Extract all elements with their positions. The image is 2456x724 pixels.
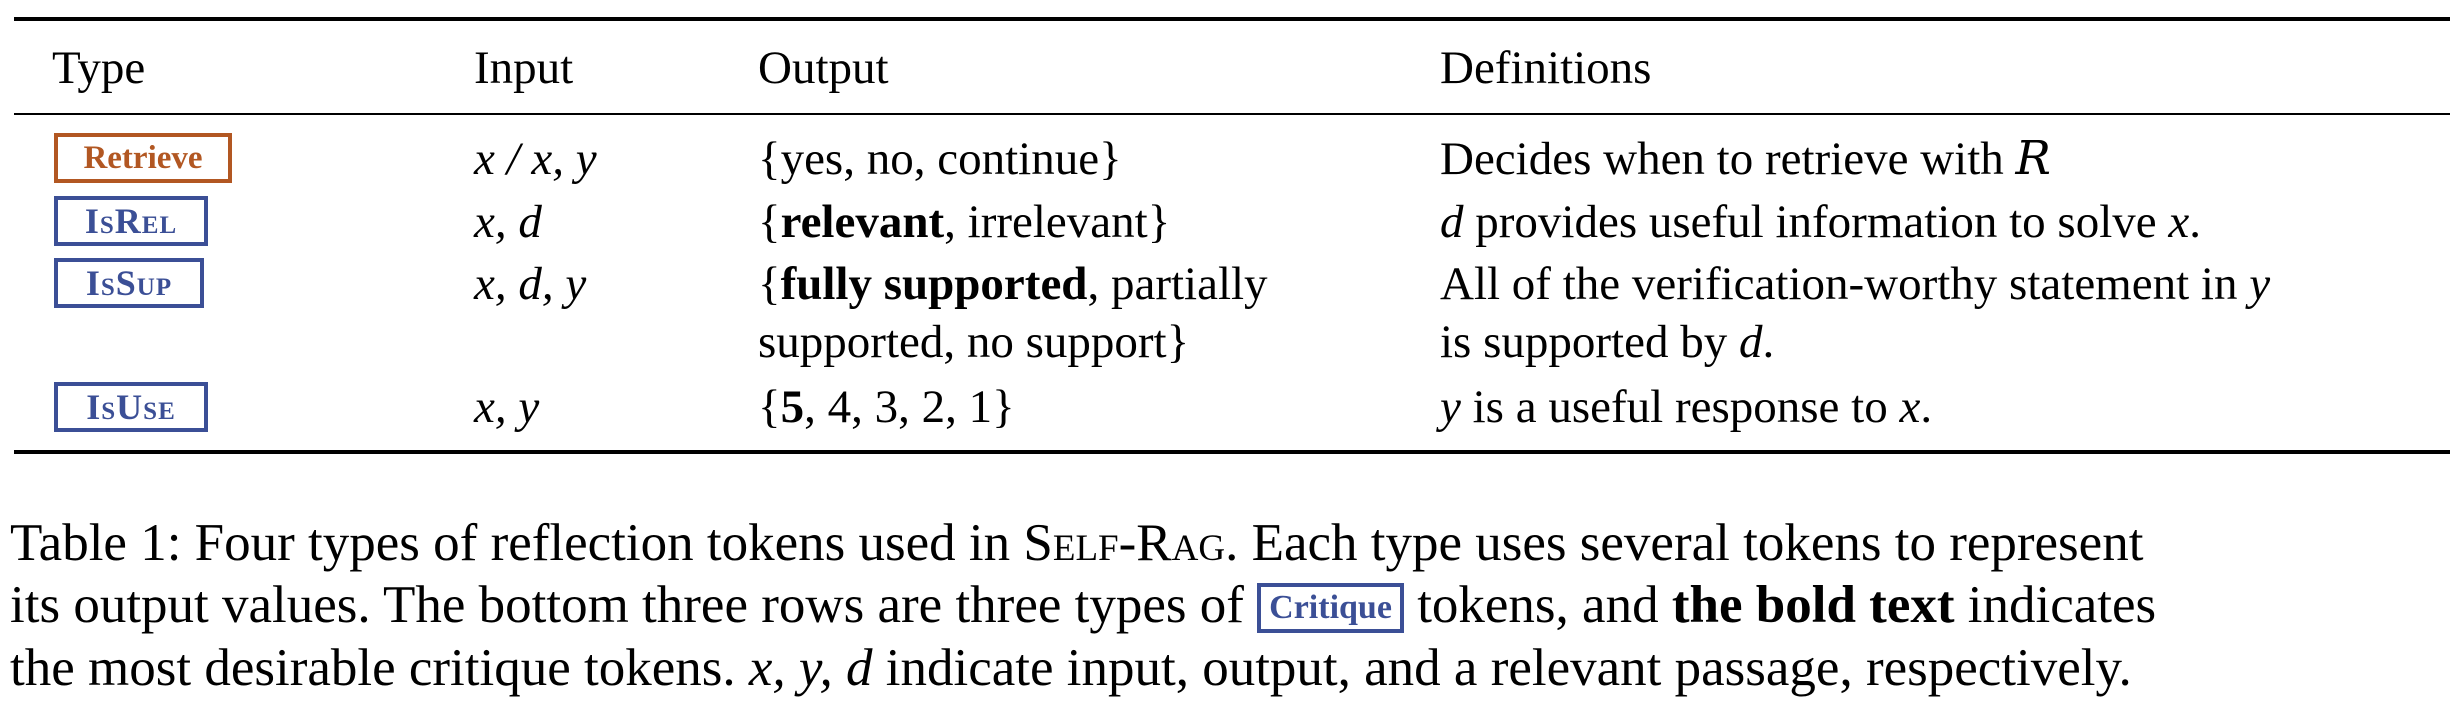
row-issup-definition-line2: is supported by d. bbox=[1440, 312, 1774, 372]
row-retrieve-input: x / x, y bbox=[474, 133, 597, 185]
token-issup-box: IsSup bbox=[54, 258, 204, 308]
table-caption-line2: its output values. The bottom three rows… bbox=[10, 573, 2450, 638]
period: . bbox=[1920, 381, 1933, 433]
definition-text-cont: is supported by bbox=[1440, 316, 1739, 368]
output-values: , irrelevant bbox=[944, 196, 1148, 248]
output-values-cont: supported, no support bbox=[758, 316, 1167, 368]
brace-open: { bbox=[758, 196, 781, 248]
header-type: Type bbox=[52, 42, 146, 94]
row-isuse-input: x, y bbox=[474, 381, 540, 433]
brace-open: { bbox=[758, 258, 781, 310]
row-issup-output-line1: {fully supported, partially bbox=[758, 254, 1268, 314]
output-preferred: 5 bbox=[780, 381, 805, 433]
brace-close: } bbox=[1099, 133, 1122, 185]
caption-text: its output values. The bottom three rows… bbox=[10, 576, 1258, 634]
caption-text: the most desirable critique tokens. bbox=[10, 639, 749, 697]
row-isrel-definition: d provides useful information to solve x… bbox=[1440, 192, 2201, 252]
table-header-rule bbox=[14, 113, 2450, 115]
var-x: x bbox=[1899, 381, 1921, 433]
system-name: Self-Rag bbox=[1023, 514, 1226, 572]
definition-text: Decides when to retrieve with bbox=[1440, 133, 2016, 185]
var-y: y bbox=[2249, 258, 2271, 310]
token-isrel-box: IsRel bbox=[54, 196, 208, 246]
brace-close: } bbox=[992, 381, 1015, 433]
row-issup-definition-line1: All of the verification-worthy statement… bbox=[1440, 254, 2270, 314]
caption-text: tokens, and bbox=[1403, 576, 1672, 634]
row-issup-input: x, d, y bbox=[474, 258, 587, 310]
row-retrieve-definition: Decides when to retrieve with R bbox=[1440, 129, 2051, 189]
output-preferred: fully supported bbox=[780, 258, 1088, 310]
brace-open: { bbox=[758, 381, 781, 433]
retriever-symbol: R bbox=[2015, 131, 2051, 186]
table-top-rule bbox=[14, 17, 2450, 21]
caption-text: indicates bbox=[1954, 576, 2157, 634]
period: . bbox=[2189, 196, 2202, 248]
header-output: Output bbox=[758, 42, 889, 94]
var-x: x bbox=[2168, 196, 2190, 248]
caption-bold-text: the bold text bbox=[1671, 576, 1955, 634]
output-values: yes, no, continue bbox=[780, 133, 1100, 185]
caption-text: indicate input, output, and a relevant p… bbox=[872, 639, 2132, 697]
var-y: y bbox=[1440, 381, 1461, 433]
output-preferred: relevant bbox=[780, 196, 945, 248]
row-isuse-output: {5, 4, 3, 2, 1} bbox=[758, 377, 1015, 437]
row-isuse-definition: y is a useful response to x. bbox=[1440, 377, 1932, 437]
table-caption-line1: Table 1: Four types of reflection tokens… bbox=[10, 511, 2450, 576]
var-d: d bbox=[1738, 316, 1763, 368]
var-d: d bbox=[1440, 196, 1464, 248]
caption-label: Table 1: Four types of reflection tokens… bbox=[10, 514, 1024, 572]
definition-text: All of the verification-worthy statement… bbox=[1440, 258, 2250, 310]
row-issup-output-line2: supported, no support} bbox=[758, 312, 1189, 372]
caption-vars: x, y, d bbox=[748, 639, 873, 697]
table-caption-line3: the most desirable critique tokens. x, y… bbox=[10, 636, 2450, 701]
header-input: Input bbox=[474, 42, 574, 94]
critique-token-box: Critique bbox=[1257, 583, 1404, 633]
period: . bbox=[1762, 316, 1775, 368]
output-values: , partially bbox=[1087, 258, 1268, 310]
definition-text: is a useful response to bbox=[1460, 381, 1900, 433]
brace-close: } bbox=[1147, 196, 1171, 248]
row-isrel-output: {relevant, irrelevant} bbox=[758, 192, 1170, 252]
definition-text: provides useful information to solve bbox=[1463, 196, 2169, 248]
token-retrieve-box: Retrieve bbox=[54, 133, 232, 183]
token-isuse-box: IsUse bbox=[54, 382, 208, 432]
output-values: , 4, 3, 2, 1 bbox=[804, 381, 993, 433]
brace-open: { bbox=[758, 133, 781, 185]
table-bottom-rule bbox=[14, 450, 2450, 454]
brace-close: } bbox=[1166, 316, 1190, 368]
row-retrieve-output: {yes, no, continue} bbox=[758, 129, 1122, 189]
caption-text: . Each type uses several tokens to repre… bbox=[1225, 514, 2144, 572]
header-definitions: Definitions bbox=[1440, 42, 1652, 94]
row-isrel-input: x, d bbox=[474, 196, 542, 248]
